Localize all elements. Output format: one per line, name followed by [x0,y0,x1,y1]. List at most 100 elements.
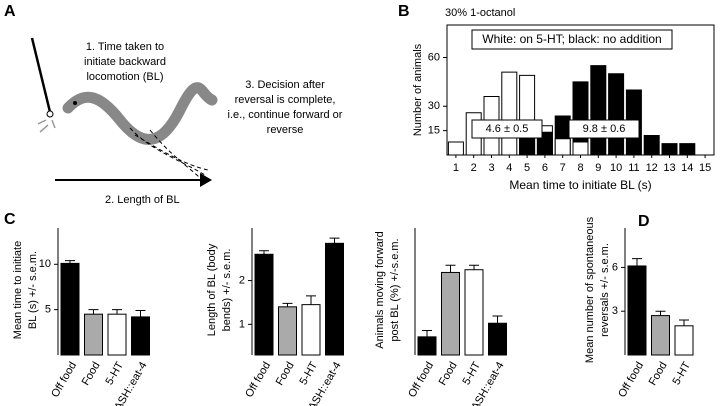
error-bar [679,319,689,326]
x-tick-label: 5-HT [297,360,320,387]
error-bar [655,310,666,316]
y-tick-label: 30 [428,100,440,112]
bar [131,316,150,356]
x-tick-label: Off food [49,360,79,400]
bar [464,269,484,356]
error-bar [65,260,75,264]
error-bar [112,309,122,315]
x-tick-label: Food [274,360,297,388]
x-tick-label: Food [647,360,670,388]
y-axis-label: reversals +/- s.e.m. [599,243,611,337]
error-bar [135,310,146,317]
error-bar [445,264,456,273]
diagram-text: reverse [267,124,304,136]
y-axis-label: post BL (%) +/-s.e.m. [389,238,401,341]
y-tick-label: 15 [428,125,440,137]
bar [590,65,607,156]
y-tick-label: 6 [612,261,618,273]
error-bar [88,309,99,315]
diagram-text: initiate backward [84,56,166,68]
diagram-text: 1. Time taken to [86,41,164,53]
x-tick-label: 5 [524,162,530,174]
x-tick-label: 11 [628,162,639,174]
error-bar [469,264,479,270]
x-tick-label: Off food [406,360,436,400]
x-tick-label: 7 [560,162,566,174]
y-tick-label: 60 [428,51,440,63]
bar [572,141,589,156]
x-tick-label: 14 [681,162,693,174]
y-axis-label: Mean number of spontaneous [584,216,596,363]
y-tick-label: 10 [39,258,51,270]
bar [301,304,321,356]
y-axis-label: Number of animals [412,43,424,136]
x-tick-label: 4 [506,162,512,174]
bar [325,242,344,356]
y-tick-label: 5 [45,304,51,316]
x-tick-label: Food [80,360,103,388]
x-tick-label: 6 [542,162,548,174]
panel-label: B [398,3,410,20]
bar [488,322,507,356]
error-bar [282,302,293,307]
x-tick-label: 8 [577,162,583,174]
x-tick-label: 13 [663,162,675,174]
bar [651,315,670,356]
y-tick-label: 2 [239,274,245,286]
annotation-box [471,119,543,139]
x-tick-label: Off food [616,360,646,400]
y-tick-label: 1 [239,318,245,330]
error-bar [306,295,316,305]
bar [627,265,647,356]
bar [519,138,536,156]
diagram-text: 2. Length of BL [105,194,180,206]
legend-text: White: on 5-HT; black: no addition [482,32,661,46]
bar [417,336,437,356]
y-axis-label: Animals moving forward [374,231,386,348]
diagram-text: i.e., continue forward or [228,109,343,121]
error-bar [259,250,269,255]
x-tick-label: 12 [646,162,658,174]
x-tick-label: 5-HT [670,360,693,387]
panel-label: A [4,3,16,20]
y-tick-label: 3 [612,305,618,317]
bar [674,325,694,356]
bar [661,143,678,156]
bar [60,262,80,356]
error-bar [632,258,642,266]
y-axis-label: BL (s) +/- s.e.m. [27,251,39,329]
bar [107,313,127,356]
annotation-box [568,119,640,139]
panel-label: D [638,213,650,230]
bar [254,253,274,356]
bar [679,143,696,156]
y-axis-label: bends) +/- s.e.m. [221,249,233,332]
diagram-text: 3. Decision after [245,79,325,91]
legend-box [471,29,673,50]
x-tick-label: Off food [243,360,273,400]
bar [608,73,625,156]
worm-diagram [30,37,218,187]
y-axis-label: Length of BL (body [206,243,218,336]
diagram-text: locomotion (BL) [86,71,163,83]
error-bar [422,330,432,337]
x-tick-label: 9 [595,162,601,174]
bar [501,71,518,156]
bar [554,138,571,156]
x-tick-label: Food [437,360,460,388]
x-tick-label: 15 [699,162,711,174]
x-tick-label: 10 [610,162,622,174]
diagram-text: reversal is complete, [235,94,336,106]
annotation: 9.8 ± 0.6 [583,123,626,135]
panel-label: C [4,211,16,228]
error-bar [492,315,503,324]
x-tick-label: 5-HT [460,360,483,387]
annotation: 4.6 ± 0.5 [486,123,529,135]
bar [447,141,464,156]
error-bar [329,237,340,244]
bar [278,306,297,356]
bar [84,313,103,356]
x-tick-label: 5-HT [103,360,126,387]
x-tick-label: 1 [453,162,459,174]
